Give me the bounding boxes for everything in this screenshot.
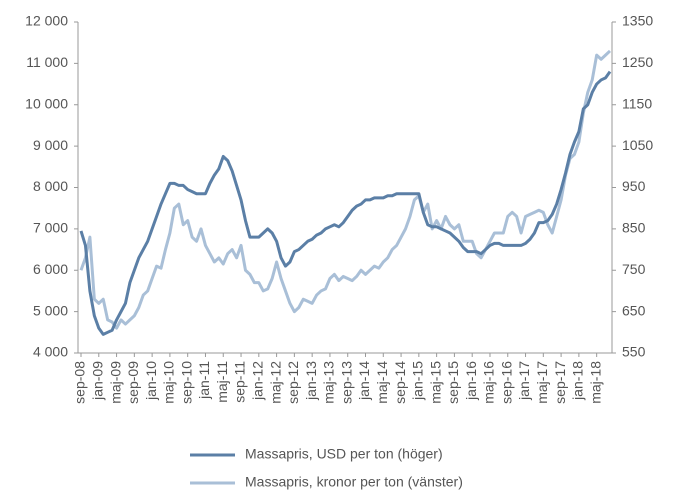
x-tick-label: maj-18 — [587, 361, 603, 404]
x-tick-label: sep-17 — [552, 361, 568, 404]
x-tick-label: jan-18 — [570, 361, 586, 401]
x-tick-label: jan-11 — [196, 361, 212, 400]
y2-tick-label: 1150 — [622, 95, 652, 111]
y-tick-label: 11 000 — [26, 54, 68, 70]
x-tick-label: maj-16 — [481, 361, 497, 404]
x-tick-label: jan-14 — [356, 361, 372, 401]
y2-tick-label: 550 — [622, 344, 646, 360]
y-tick-label: 8 000 — [33, 178, 68, 194]
x-tick-label: maj-15 — [427, 361, 443, 404]
x-tick-label: jan-16 — [463, 361, 479, 401]
y-tick-label: 7 000 — [33, 220, 68, 236]
y-tick-label: 5 000 — [33, 302, 68, 318]
x-tick-label: sep-11 — [232, 361, 248, 403]
legend-label: Massapris, USD per ton (höger) — [245, 446, 443, 462]
y2-tick-label: 750 — [622, 261, 646, 277]
series-line — [79, 49, 612, 330]
y2-tick-label: 1350 — [622, 13, 653, 29]
series-line — [79, 70, 612, 336]
x-tick-label: maj-11 — [214, 361, 230, 403]
x-tick-label: jan-10 — [143, 361, 159, 401]
x-tick-label: jan-09 — [89, 361, 105, 401]
x-tick-label: sep-16 — [498, 361, 514, 404]
x-tick-label: jan-15 — [410, 361, 426, 401]
x-tick-label: jan-12 — [250, 361, 266, 401]
x-tick-label: maj-10 — [161, 361, 177, 404]
x-tick-label: sep-13 — [338, 361, 354, 404]
x-tick-label: sep-10 — [178, 361, 194, 404]
x-tick-label: maj-12 — [267, 361, 283, 404]
x-tick-label: jan-17 — [516, 361, 532, 401]
y-tick-label: 12 000 — [25, 13, 68, 29]
x-tick-label: maj-14 — [374, 361, 390, 404]
x-tick-label: sep-08 — [72, 361, 88, 404]
x-tick-label: jan-13 — [303, 361, 319, 401]
y-tick-label: 6 000 — [33, 261, 68, 277]
y-tick-label: 10 000 — [25, 95, 68, 111]
y2-tick-label: 850 — [622, 220, 646, 236]
y2-tick-label: 950 — [622, 178, 646, 194]
x-tick-label: maj-13 — [321, 361, 337, 404]
y-tick-label: 4 000 — [33, 344, 68, 360]
x-tick-label: sep-15 — [445, 361, 461, 404]
x-tick-label: maj-09 — [107, 361, 123, 404]
x-tick-label: sep-09 — [125, 361, 141, 404]
y2-tick-label: 1050 — [622, 137, 653, 153]
y2-tick-label: 1250 — [622, 54, 653, 70]
x-tick-label: sep-12 — [285, 361, 301, 404]
x-tick-label: sep-14 — [392, 361, 408, 404]
x-tick-label: maj-17 — [534, 361, 550, 404]
legend-label: Massapris, kronor per ton (vänster) — [245, 474, 463, 490]
y-tick-label: 9 000 — [33, 137, 68, 153]
y2-tick-label: 650 — [622, 302, 646, 318]
